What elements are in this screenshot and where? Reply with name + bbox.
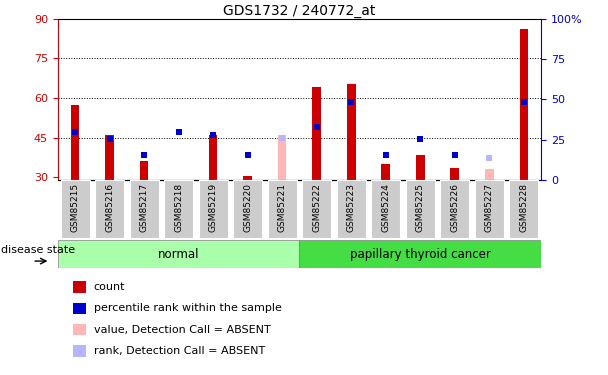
Bar [299,240,541,268]
Bar [475,180,504,238]
Bar [406,180,435,238]
Text: disease state: disease state [1,245,75,255]
Bar [233,180,262,238]
Bar [140,162,148,180]
Text: GSM85224: GSM85224 [381,183,390,232]
Text: GSM85220: GSM85220 [243,183,252,232]
Text: GSM85215: GSM85215 [71,183,80,232]
Text: GSM85228: GSM85228 [519,183,528,232]
Text: percentile rank within the sample: percentile rank within the sample [94,303,282,313]
Text: rank, Detection Call = ABSENT: rank, Detection Call = ABSENT [94,346,265,356]
Bar [164,180,193,238]
Bar [58,240,299,268]
Bar [243,176,252,180]
Bar [520,29,528,180]
Text: normal: normal [158,248,199,261]
Text: GSM85218: GSM85218 [174,183,183,232]
Text: papillary thyroid cancer: papillary thyroid cancer [350,248,491,261]
Bar [440,180,469,238]
Bar [130,180,159,238]
Bar [61,180,89,238]
Text: GSM85222: GSM85222 [312,183,321,232]
Text: value, Detection Call = ABSENT: value, Detection Call = ABSENT [94,325,271,334]
Bar [268,180,297,238]
Text: GSM85219: GSM85219 [209,183,218,232]
Text: count: count [94,282,125,292]
Bar [416,155,424,180]
Bar [105,135,114,180]
Bar [313,87,321,180]
Text: GSM85223: GSM85223 [347,183,356,232]
Title: GDS1732 / 240772_at: GDS1732 / 240772_at [223,4,376,18]
Bar [371,180,400,238]
Bar [347,84,356,180]
Bar [199,180,227,238]
Text: GSM85225: GSM85225 [416,183,425,232]
Bar [71,105,79,180]
Bar [209,135,218,180]
Bar [485,170,494,180]
Text: GSM85226: GSM85226 [451,183,459,232]
Bar [451,168,459,180]
Text: GSM85221: GSM85221 [278,183,287,232]
Bar [278,135,286,180]
Text: GSM85217: GSM85217 [140,183,148,232]
Bar [381,164,390,180]
Text: GSM85216: GSM85216 [105,183,114,232]
Bar [510,180,538,238]
Bar [337,180,366,238]
Bar [302,180,331,238]
Text: GSM85227: GSM85227 [485,183,494,232]
Bar [95,180,124,238]
